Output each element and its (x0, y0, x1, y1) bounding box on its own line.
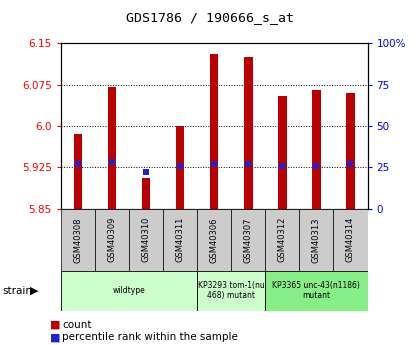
Bar (278, 96, 286, 209)
Bar (231, 209, 265, 271)
Bar (61, 271, 197, 310)
Bar (197, 209, 231, 271)
Bar (95, 209, 129, 271)
Text: GSM40311: GSM40311 (176, 217, 185, 263)
Bar (197, 271, 265, 310)
Bar (265, 209, 299, 271)
Text: KP3293 tom-1(nu
468) mutant: KP3293 tom-1(nu 468) mutant (198, 281, 265, 300)
Bar (108, 87, 116, 209)
Bar (312, 90, 320, 209)
Bar (61, 209, 95, 271)
Bar (74, 134, 82, 209)
Text: wildtype: wildtype (113, 286, 145, 295)
Text: GSM40306: GSM40306 (210, 217, 219, 263)
Bar (299, 209, 333, 271)
Text: GSM40308: GSM40308 (74, 217, 82, 263)
Text: GDS1786 / 190666_s_at: GDS1786 / 190666_s_at (126, 11, 294, 24)
Text: GSM40310: GSM40310 (142, 217, 150, 263)
Bar (346, 93, 355, 209)
Bar (265, 271, 368, 310)
Text: GSM40313: GSM40313 (312, 217, 321, 263)
Bar (176, 126, 184, 209)
Text: ■: ■ (50, 333, 61, 342)
Text: percentile rank within the sample: percentile rank within the sample (62, 333, 238, 342)
Bar (333, 209, 368, 271)
Text: GSM40314: GSM40314 (346, 217, 355, 263)
Bar (244, 57, 252, 209)
Bar (210, 54, 218, 209)
Text: KP3365 unc-43(n1186)
mutant: KP3365 unc-43(n1186) mutant (273, 281, 360, 300)
Bar (163, 209, 197, 271)
Text: GSM40312: GSM40312 (278, 217, 287, 263)
Text: GSM40309: GSM40309 (108, 217, 116, 263)
Bar (142, 178, 150, 209)
Text: count: count (62, 320, 92, 330)
Text: GSM40307: GSM40307 (244, 217, 253, 263)
Text: ▶: ▶ (30, 286, 39, 296)
Text: strain: strain (2, 286, 32, 296)
Text: ■: ■ (50, 320, 61, 330)
Bar (129, 209, 163, 271)
